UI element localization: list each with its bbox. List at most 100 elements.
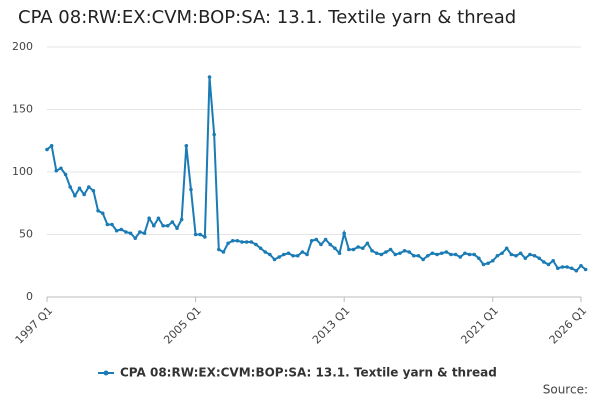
point bbox=[472, 252, 477, 257]
point bbox=[184, 143, 189, 148]
point bbox=[68, 185, 73, 189]
point bbox=[551, 258, 555, 263]
point bbox=[309, 238, 314, 243]
point bbox=[523, 256, 528, 261]
chart-title: CPA 08:RW:EX:CVM:BOP:SA: 13.1. Textile y… bbox=[18, 7, 516, 28]
point bbox=[477, 256, 481, 261]
y-tick-label: 100 bbox=[12, 165, 33, 178]
point bbox=[212, 132, 216, 137]
point bbox=[528, 252, 532, 257]
point bbox=[86, 185, 91, 189]
point bbox=[133, 236, 138, 241]
point bbox=[82, 192, 86, 197]
point bbox=[542, 260, 546, 264]
point bbox=[412, 253, 416, 258]
point bbox=[323, 237, 328, 242]
source: Source: bbox=[543, 383, 588, 397]
point bbox=[490, 258, 495, 263]
point bbox=[569, 266, 574, 271]
series-line bbox=[46, 76, 587, 272]
point bbox=[179, 217, 184, 222]
point bbox=[504, 246, 509, 251]
point bbox=[124, 230, 128, 234]
point bbox=[45, 147, 49, 152]
point bbox=[91, 188, 96, 193]
point bbox=[370, 248, 374, 253]
point bbox=[156, 216, 161, 221]
x-tick-label: 2005 Q1 bbox=[161, 304, 204, 347]
point bbox=[402, 248, 407, 253]
point bbox=[425, 253, 430, 258]
point bbox=[356, 245, 360, 249]
point bbox=[258, 246, 263, 251]
point bbox=[138, 230, 142, 234]
point bbox=[407, 250, 411, 254]
x-tick-label: 2021 Q1 bbox=[458, 304, 501, 347]
point bbox=[532, 253, 537, 258]
point bbox=[300, 250, 305, 254]
point bbox=[152, 223, 156, 228]
point bbox=[560, 265, 565, 269]
y-tick-label: 0 bbox=[26, 290, 33, 303]
point bbox=[175, 226, 179, 231]
point bbox=[203, 235, 207, 239]
point bbox=[147, 216, 151, 221]
legend-label: CPA 08:RW:EX:CVM:BOP:SA: 13.1. Textile y… bbox=[120, 366, 497, 380]
y-tick-label: 50 bbox=[19, 228, 33, 241]
point bbox=[555, 266, 560, 271]
point bbox=[249, 240, 254, 244]
point bbox=[226, 241, 230, 246]
point bbox=[128, 231, 133, 236]
point bbox=[374, 251, 379, 256]
point bbox=[393, 252, 398, 257]
point bbox=[347, 247, 351, 252]
point bbox=[105, 222, 110, 227]
point bbox=[453, 252, 458, 257]
point bbox=[263, 250, 268, 254]
point bbox=[435, 252, 439, 257]
point bbox=[449, 252, 453, 257]
point bbox=[495, 253, 500, 258]
point bbox=[49, 143, 54, 148]
point bbox=[500, 251, 504, 256]
point bbox=[198, 232, 203, 237]
point bbox=[54, 168, 59, 173]
point bbox=[230, 238, 235, 243]
point bbox=[142, 231, 147, 236]
point bbox=[254, 242, 258, 247]
point bbox=[458, 255, 463, 259]
point bbox=[421, 257, 425, 262]
point bbox=[360, 246, 365, 251]
point bbox=[439, 251, 444, 256]
point bbox=[295, 253, 300, 258]
point bbox=[235, 238, 240, 243]
point bbox=[481, 262, 486, 267]
point bbox=[384, 250, 388, 254]
point bbox=[277, 255, 281, 259]
point bbox=[272, 257, 277, 262]
point bbox=[100, 211, 105, 216]
point bbox=[96, 208, 100, 213]
point bbox=[546, 262, 551, 267]
point bbox=[514, 253, 518, 258]
point bbox=[73, 193, 77, 198]
point bbox=[328, 242, 333, 247]
point bbox=[59, 166, 63, 171]
point bbox=[467, 252, 472, 257]
y-tick-label: 150 bbox=[12, 103, 33, 116]
point bbox=[189, 187, 193, 192]
point bbox=[342, 231, 346, 236]
point bbox=[314, 237, 319, 242]
point bbox=[444, 250, 449, 254]
point bbox=[170, 220, 175, 224]
point bbox=[217, 247, 221, 252]
point bbox=[221, 250, 226, 254]
point bbox=[305, 252, 309, 257]
point bbox=[379, 252, 384, 257]
point bbox=[537, 256, 542, 261]
point bbox=[583, 267, 588, 272]
point bbox=[165, 223, 170, 228]
point bbox=[244, 240, 249, 244]
point bbox=[518, 251, 523, 256]
